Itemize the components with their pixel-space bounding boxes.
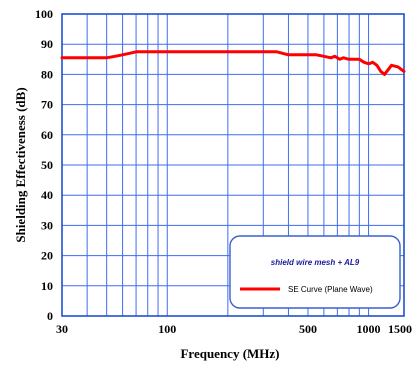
x-axis-title: Frequency (MHz) xyxy=(180,346,279,361)
legend: shield wire mesh + AL9 SE Curve (Plane W… xyxy=(229,235,401,309)
y-tick-label: 100 xyxy=(35,7,53,21)
legend-series-label: SE Curve (Plane Wave) xyxy=(288,285,373,294)
y-tick-label: 30 xyxy=(41,218,53,232)
plot-frame xyxy=(61,13,405,317)
x-tick-label: 500 xyxy=(299,322,317,336)
y-tick-label: 50 xyxy=(41,158,53,172)
y-tick-label: 10 xyxy=(41,279,53,293)
series-layer xyxy=(60,50,406,76)
y-tick-label: 60 xyxy=(41,128,53,142)
legend-box xyxy=(229,235,401,309)
y-axis-ticks: 0 10 20 30 40 50 60 70 80 90 100 xyxy=(35,7,53,323)
y-tick-label: 40 xyxy=(41,188,53,202)
x-tick-label: 30 xyxy=(56,322,68,336)
series-line xyxy=(60,50,406,76)
y-tick-label: 80 xyxy=(41,67,53,81)
y-tick-label: 90 xyxy=(41,37,53,51)
legend-title: shield wire mesh + AL9 xyxy=(271,258,360,267)
x-tick-label: 1000 xyxy=(357,322,381,336)
x-tick-label: 100 xyxy=(158,322,176,336)
x-axis-ticks: 30 100 500 1000 1500 xyxy=(56,322,412,336)
y-axis-title: Shielding Effectiveness (dB) xyxy=(13,87,28,242)
y-tick-label: 70 xyxy=(41,98,53,112)
x-tick-label: 1500 xyxy=(388,322,412,336)
y-tick-label: 0 xyxy=(47,309,53,323)
y-tick-label: 20 xyxy=(41,249,53,263)
